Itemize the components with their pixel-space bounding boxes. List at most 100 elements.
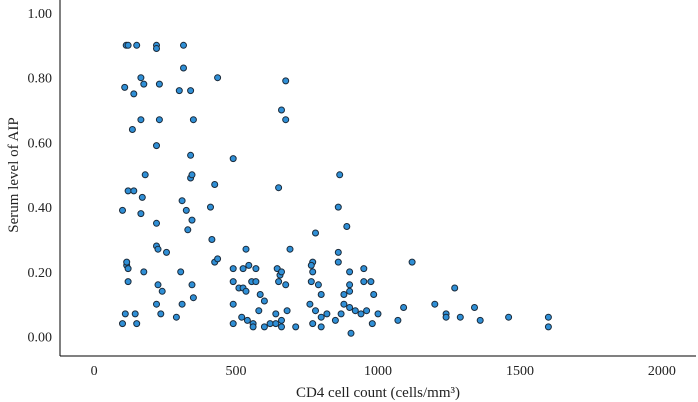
data-point: [278, 323, 285, 331]
data-point: [140, 268, 148, 276]
data-point: [119, 320, 126, 328]
data-point: [256, 291, 264, 298]
y-tick-label: 0.40: [28, 201, 53, 216]
data-point: [229, 265, 237, 273]
data-point: [334, 258, 342, 266]
data-point: [163, 248, 170, 256]
data-point: [340, 291, 348, 298]
data-point: [544, 323, 552, 331]
data-point: [229, 278, 237, 286]
data-point: [187, 87, 195, 95]
data-point: [505, 313, 513, 321]
data-point: [370, 291, 378, 298]
data-point: [309, 268, 317, 276]
data-point: [187, 151, 195, 159]
data-point: [275, 278, 283, 286]
data-point: [239, 265, 247, 273]
data-point: [360, 278, 368, 286]
data-point: [121, 83, 129, 91]
data-point: [133, 41, 141, 49]
data-point: [367, 278, 375, 286]
data-point: [278, 316, 285, 324]
data-point: [207, 203, 214, 211]
x-tick-label: 500: [226, 364, 247, 379]
y-tick-label: 1.00: [28, 7, 53, 22]
data-point: [153, 142, 160, 150]
data-point: [184, 226, 192, 234]
data-point: [307, 278, 315, 286]
data-point: [177, 268, 185, 276]
data-point: [188, 281, 196, 289]
data-point: [292, 323, 300, 331]
data-point: [252, 278, 260, 286]
data-point: [243, 316, 251, 324]
data-point: [368, 320, 376, 328]
data-point: [317, 323, 325, 331]
data-point: [282, 77, 290, 85]
data-point: [282, 281, 290, 289]
data-point: [208, 236, 216, 243]
data-point: [544, 313, 552, 321]
data-point: [442, 313, 450, 321]
data-point: [317, 313, 325, 321]
data-point: [229, 300, 237, 308]
data-point: [242, 287, 250, 295]
data-point: [172, 313, 180, 321]
data-point: [394, 316, 402, 324]
data-point: [314, 281, 322, 289]
data-point: [331, 316, 339, 324]
data-point: [351, 307, 359, 315]
data-point: [238, 313, 246, 321]
data-point: [266, 320, 274, 328]
data-point: [249, 323, 257, 331]
data-point: [307, 261, 315, 269]
data-point: [153, 45, 160, 52]
x-tick-label: 2000: [648, 364, 676, 379]
data-point: [346, 281, 354, 289]
data-point: [275, 184, 283, 192]
data-point: [157, 310, 165, 318]
data-points: [119, 41, 552, 337]
data-point: [323, 310, 331, 318]
data-point: [306, 300, 314, 308]
data-point: [180, 64, 187, 72]
y-tick-label: 0.60: [28, 136, 53, 151]
data-point: [357, 310, 365, 318]
data-point: [408, 258, 416, 266]
data-point: [189, 116, 197, 124]
data-point: [360, 265, 368, 273]
data-point: [317, 291, 325, 298]
data-point: [278, 106, 285, 114]
data-point: [155, 116, 163, 124]
data-point: [155, 80, 163, 88]
data-point: [272, 310, 280, 318]
data-point: [158, 287, 166, 295]
data-point: [343, 223, 351, 230]
data-point: [363, 307, 371, 315]
data-point: [138, 193, 146, 201]
data-point: [128, 126, 136, 133]
data-point: [334, 248, 342, 256]
data-point: [229, 155, 237, 163]
y-axis-title: Serum level of AIP: [6, 117, 22, 232]
data-point: [141, 171, 149, 179]
data-point: [154, 281, 162, 289]
data-point: [124, 278, 132, 286]
data-point: [130, 90, 138, 98]
data-point: [124, 41, 132, 49]
x-tick-label: 1000: [364, 364, 392, 379]
data-point: [178, 197, 186, 205]
y-tick-labels: 0.00 0.20 0.40 0.60 0.80 1.00: [28, 7, 53, 346]
data-point: [309, 320, 317, 328]
data-point: [260, 323, 268, 331]
data-point: [456, 313, 464, 321]
data-point: [137, 74, 145, 82]
data-point: [252, 265, 260, 273]
data-point: [229, 320, 237, 328]
y-tick-label: 0.00: [28, 331, 53, 346]
data-point: [119, 206, 126, 214]
data-point: [188, 216, 196, 224]
data-point: [214, 255, 222, 263]
data-point: [337, 310, 345, 318]
data-point: [133, 320, 141, 328]
